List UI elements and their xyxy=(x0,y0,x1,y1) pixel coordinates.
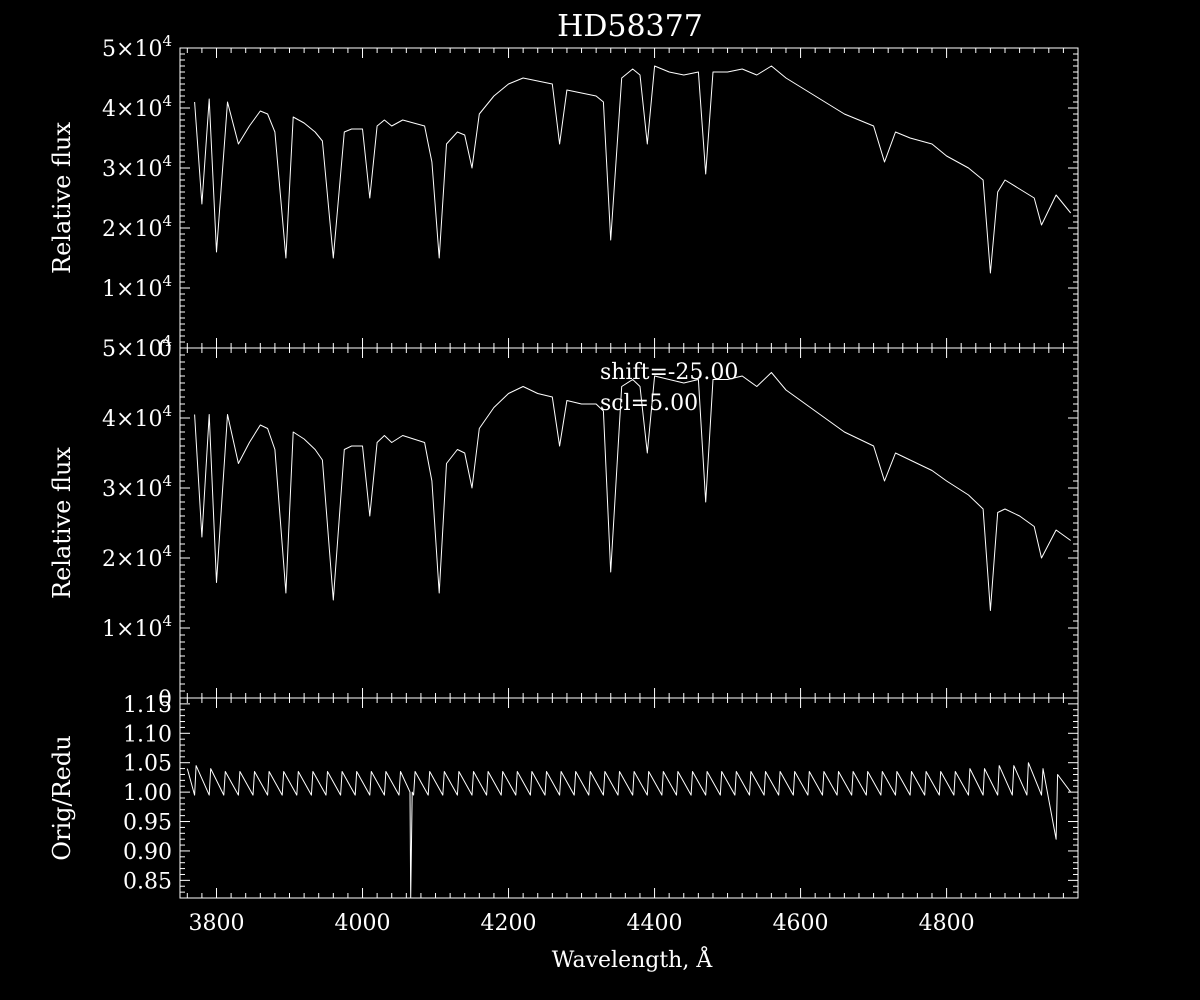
y-tick-label: 3×104 xyxy=(102,152,172,182)
y-tick-mantissa: 1×10 xyxy=(102,617,162,642)
annotation-shift: shift=-25.00 xyxy=(600,360,738,385)
y-tick-exponent: 4 xyxy=(162,332,172,350)
y-tick-mantissa: 1×10 xyxy=(102,277,162,302)
y-tick-label: 5×104 xyxy=(102,332,172,362)
y-tick-mantissa: 4×10 xyxy=(102,97,162,122)
y-tick-label: 2×104 xyxy=(102,542,172,572)
y-tick-label: 4×104 xyxy=(102,92,172,122)
y-tick-mantissa: 2×10 xyxy=(102,547,162,572)
y-axis-label-middle: Relative flux xyxy=(48,447,76,599)
y-tick-label: 0.95 xyxy=(123,811,172,836)
y-tick-label: 1.05 xyxy=(123,752,172,777)
y-tick-mantissa: 0 xyxy=(158,337,172,362)
y-tick-exponent: 4 xyxy=(162,152,172,170)
y-axis-label-bottom: Orig/Redu xyxy=(48,735,76,860)
y-tick-label: 5×104 xyxy=(102,32,172,62)
y-tick-label: 0.90 xyxy=(123,840,172,865)
y-tick-exponent: 4 xyxy=(162,272,172,290)
y-tick-mantissa: 4×10 xyxy=(102,407,162,432)
y-tick-label: 1.00 xyxy=(123,781,172,806)
y-tick-exponent: 4 xyxy=(162,472,172,490)
x-tick-label: 4600 xyxy=(773,911,829,936)
y-tick-mantissa: 0 xyxy=(158,687,172,712)
y-tick-label: 1×104 xyxy=(102,272,172,302)
panel-bottom: 0.85 0.90 0.95 1.00 1.05 1.10 1.15 Orig/Redu 380… xyxy=(48,693,1079,936)
y-tick-label: 0.85 xyxy=(123,869,172,894)
annotation-scl: scl=5.00 xyxy=(600,391,698,416)
spectrum-trace-bottom xyxy=(186,762,1072,899)
figure-title: HD58377 xyxy=(557,9,703,44)
x-tick-label: 4200 xyxy=(481,911,537,936)
y-tick-label: 4×104 xyxy=(102,402,172,432)
x-tick-label: 4800 xyxy=(919,911,975,936)
y-tick-exponent: 4 xyxy=(162,402,172,420)
y-tick-label: 1×104 xyxy=(102,612,172,642)
x-tick-label: 3800 xyxy=(189,911,245,936)
y-tick-exponent: 4 xyxy=(162,92,172,110)
x-axis-label: Wavelength, Å xyxy=(552,945,714,973)
y-tick-label: 0 xyxy=(158,337,172,362)
y-tick-label: 1.10 xyxy=(123,722,172,747)
y-tick-mantissa: 5×10 xyxy=(102,337,162,362)
y-tick-label: 2×104 xyxy=(102,212,172,242)
x-tick-label: 4400 xyxy=(627,911,683,936)
spectrum-trace-middle xyxy=(194,372,1071,611)
y-tick-label: 3×104 xyxy=(102,472,172,502)
y-tick-label: 1.15 xyxy=(123,693,172,718)
x-tick-label: 4000 xyxy=(335,911,391,936)
spectrum-trace-top xyxy=(194,65,1072,274)
y-axis-label-top: Relative flux xyxy=(48,122,76,274)
y-tick-exponent: 4 xyxy=(162,542,172,560)
y-tick-mantissa: 3×10 xyxy=(102,477,162,502)
y-tick-mantissa: 2×10 xyxy=(102,217,162,242)
y-tick-mantissa: 5×10 xyxy=(102,37,162,62)
y-tick-exponent: 4 xyxy=(162,612,172,630)
y-tick-exponent: 4 xyxy=(162,32,172,50)
y-tick-label: 0 xyxy=(158,687,172,712)
y-tick-mantissa: 3×10 xyxy=(102,157,162,182)
y-tick-exponent: 4 xyxy=(162,212,172,230)
